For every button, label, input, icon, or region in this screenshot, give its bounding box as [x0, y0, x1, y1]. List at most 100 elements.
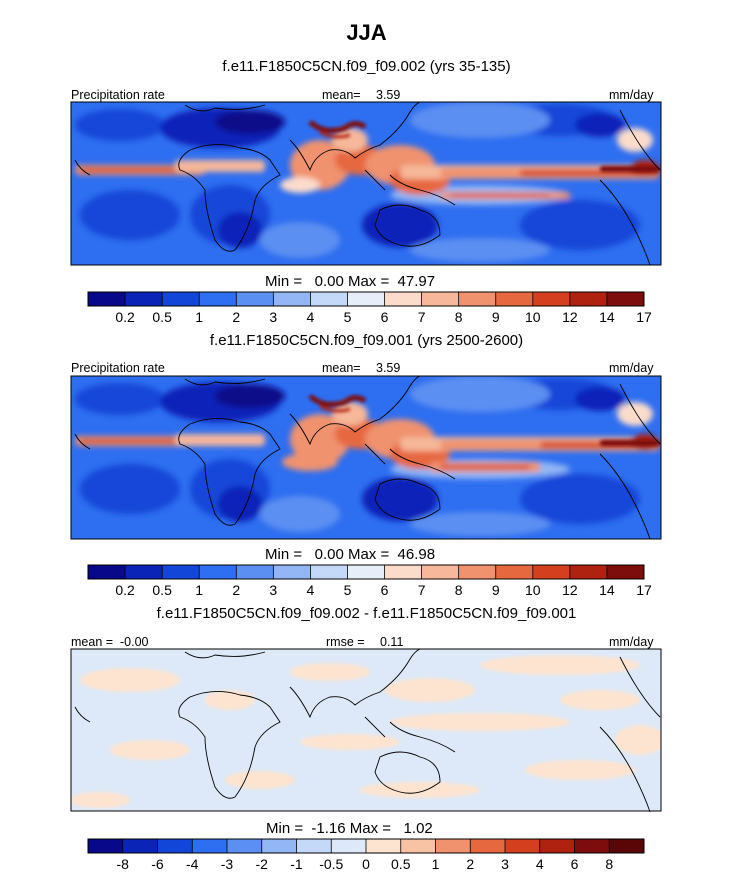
colorbar-tick-label: 0 — [362, 856, 370, 872]
colorbar-swatch — [310, 565, 348, 579]
panel-1-left-label: Precipitation rate — [71, 88, 165, 102]
panel-1-case-title: f.e11.F1850C5CN.f09_f09.002 (yrs 35-135) — [222, 58, 511, 75]
colorbar-tick-label: 2 — [232, 309, 240, 325]
colorbar-swatch — [261, 839, 297, 853]
colorbar-swatch — [458, 565, 497, 579]
panel-3-units: mm/day — [609, 635, 654, 649]
colorbar-tick-label: 2 — [466, 856, 474, 872]
colorbar-swatch — [236, 565, 274, 579]
colorbar-tick-label: 12 — [562, 309, 578, 325]
panel-3-stat-label: rmse = — [326, 635, 365, 649]
colorbar-tick-label: 14 — [599, 582, 615, 598]
colorbar-swatch — [606, 565, 645, 579]
colorbar-tick-label: 1 — [195, 309, 203, 325]
colorbar-tick-label: 9 — [492, 309, 500, 325]
panel-3-minmax: Min = -1.16 Max = 1.02 — [266, 820, 433, 837]
colorbar-tick-label: 3 — [501, 856, 509, 872]
colorbar-swatch — [384, 565, 422, 579]
colorbar-tick-label: 6 — [381, 309, 389, 325]
colorbar-tick-label: -0.5 — [319, 856, 343, 872]
colorbar-swatch — [495, 292, 534, 306]
colorbar-tick-label: 6 — [381, 582, 389, 598]
colorbar-swatch — [122, 839, 158, 853]
colorbar-swatch — [236, 292, 274, 306]
panel-3-stat-value: 0.11 — [380, 635, 404, 649]
colorbar-swatch — [569, 565, 608, 579]
colorbar-tick-label: -8 — [117, 856, 130, 872]
panel-2-colorbar: 0.2 0.5 1 2 3 4 5 6 7 8 9 10 12 14 17 — [87, 564, 652, 598]
colorbar-swatch — [470, 839, 506, 853]
panel-1-frame — [70, 101, 662, 266]
panel-1-units: mm/day — [609, 88, 654, 102]
colorbar-tick-label: 0.2 — [115, 582, 135, 598]
colorbar-tick-label: -2 — [256, 856, 269, 872]
colorbar-swatch — [157, 839, 193, 853]
colorbar-tick-label: 0.5 — [152, 582, 172, 598]
panel-1-minmax: Min = 0.00 Max = 47.97 — [265, 273, 436, 290]
colorbar-tick-label: 3 — [269, 309, 277, 325]
colorbar-tick-label: 5 — [344, 309, 352, 325]
colorbar-tick-label: 12 — [562, 582, 578, 598]
colorbar-swatch — [366, 839, 402, 853]
colorbar-swatch — [384, 292, 422, 306]
colorbar-outline — [87, 838, 645, 854]
panel-3-frame — [70, 648, 662, 812]
colorbar-tick-label: 8 — [455, 309, 463, 325]
colorbar-swatch — [539, 839, 575, 853]
colorbar-swatch — [125, 292, 163, 306]
colorbar-swatch — [310, 292, 348, 306]
colorbar-swatch — [88, 839, 124, 853]
colorbar-swatch — [505, 839, 541, 853]
colorbar-swatch — [532, 565, 571, 579]
colorbar-swatch — [162, 292, 200, 306]
colorbar-tick-label: 14 — [599, 309, 615, 325]
panel-2-stat-label: mean= — [322, 361, 361, 375]
panel-2-minmax: Min = 0.00 Max = 46.98 — [265, 546, 436, 563]
colorbar-tick-label: 7 — [418, 582, 426, 598]
colorbar-swatch — [609, 839, 645, 853]
panel-1-map — [71, 102, 661, 265]
colorbar-tick-label: 4 — [307, 582, 315, 598]
colorbar-tick-label: -6 — [151, 856, 164, 872]
panel-2-stat-value: 3.59 — [376, 361, 401, 375]
panel-1-coastlines — [74, 102, 661, 265]
colorbar-tick-label: 17 — [636, 582, 652, 598]
colorbar-swatch — [88, 565, 126, 579]
panel-3-colorbar: -8 -6 -4 -3 -2 -1 -0.5 0 0.5 1 2 3 4 6 8 — [87, 838, 645, 872]
colorbar-tick-label: 1 — [432, 856, 440, 872]
colorbar-swatch — [162, 565, 200, 579]
colorbar-swatch — [421, 565, 460, 579]
colorbar-swatch — [347, 565, 385, 579]
colorbar-swatch — [199, 292, 237, 306]
colorbar-swatch — [495, 565, 534, 579]
panel-3-map — [71, 649, 661, 811]
colorbar-tick-label: 10 — [525, 582, 541, 598]
panel-2-map — [71, 376, 661, 539]
colorbar-swatch — [296, 839, 332, 853]
colorbar-tick-label: -3 — [221, 856, 234, 872]
colorbar-swatch — [400, 839, 436, 853]
colorbar-swatch — [199, 565, 237, 579]
colorbar-swatch — [574, 839, 610, 853]
colorbar-tick-label: 4 — [536, 856, 544, 872]
colorbar-swatch — [227, 839, 263, 853]
colorbar-swatch — [435, 839, 471, 853]
colorbar-tick-label: 0.5 — [152, 309, 172, 325]
panel-3-left-label: mean = -0.00 — [71, 635, 149, 649]
colorbar-swatch — [458, 292, 497, 306]
panel-3-case-title: f.e11.F1850C5CN.f09_f09.002 - f.e11.F185… — [156, 605, 577, 622]
panel-1-colorbar: 0.2 0.5 1 2 3 4 5 6 7 8 9 10 12 14 17 — [87, 291, 652, 325]
colorbar-tick-label: 8 — [605, 856, 613, 872]
colorbar-swatch — [88, 292, 126, 306]
panel-1-stat-value: 3.59 — [376, 88, 401, 102]
figure-title: JJA — [346, 20, 387, 45]
colorbar-tick-label: 5 — [344, 582, 352, 598]
panel-1-stat-label: mean= — [322, 88, 361, 102]
colorbar-swatch — [421, 292, 460, 306]
panel-2-frame — [70, 375, 662, 540]
colorbar-swatch — [532, 292, 571, 306]
panel-2-units: mm/day — [609, 361, 654, 375]
colorbar-outline — [87, 291, 645, 307]
colorbar-tick-label: 1 — [195, 582, 203, 598]
